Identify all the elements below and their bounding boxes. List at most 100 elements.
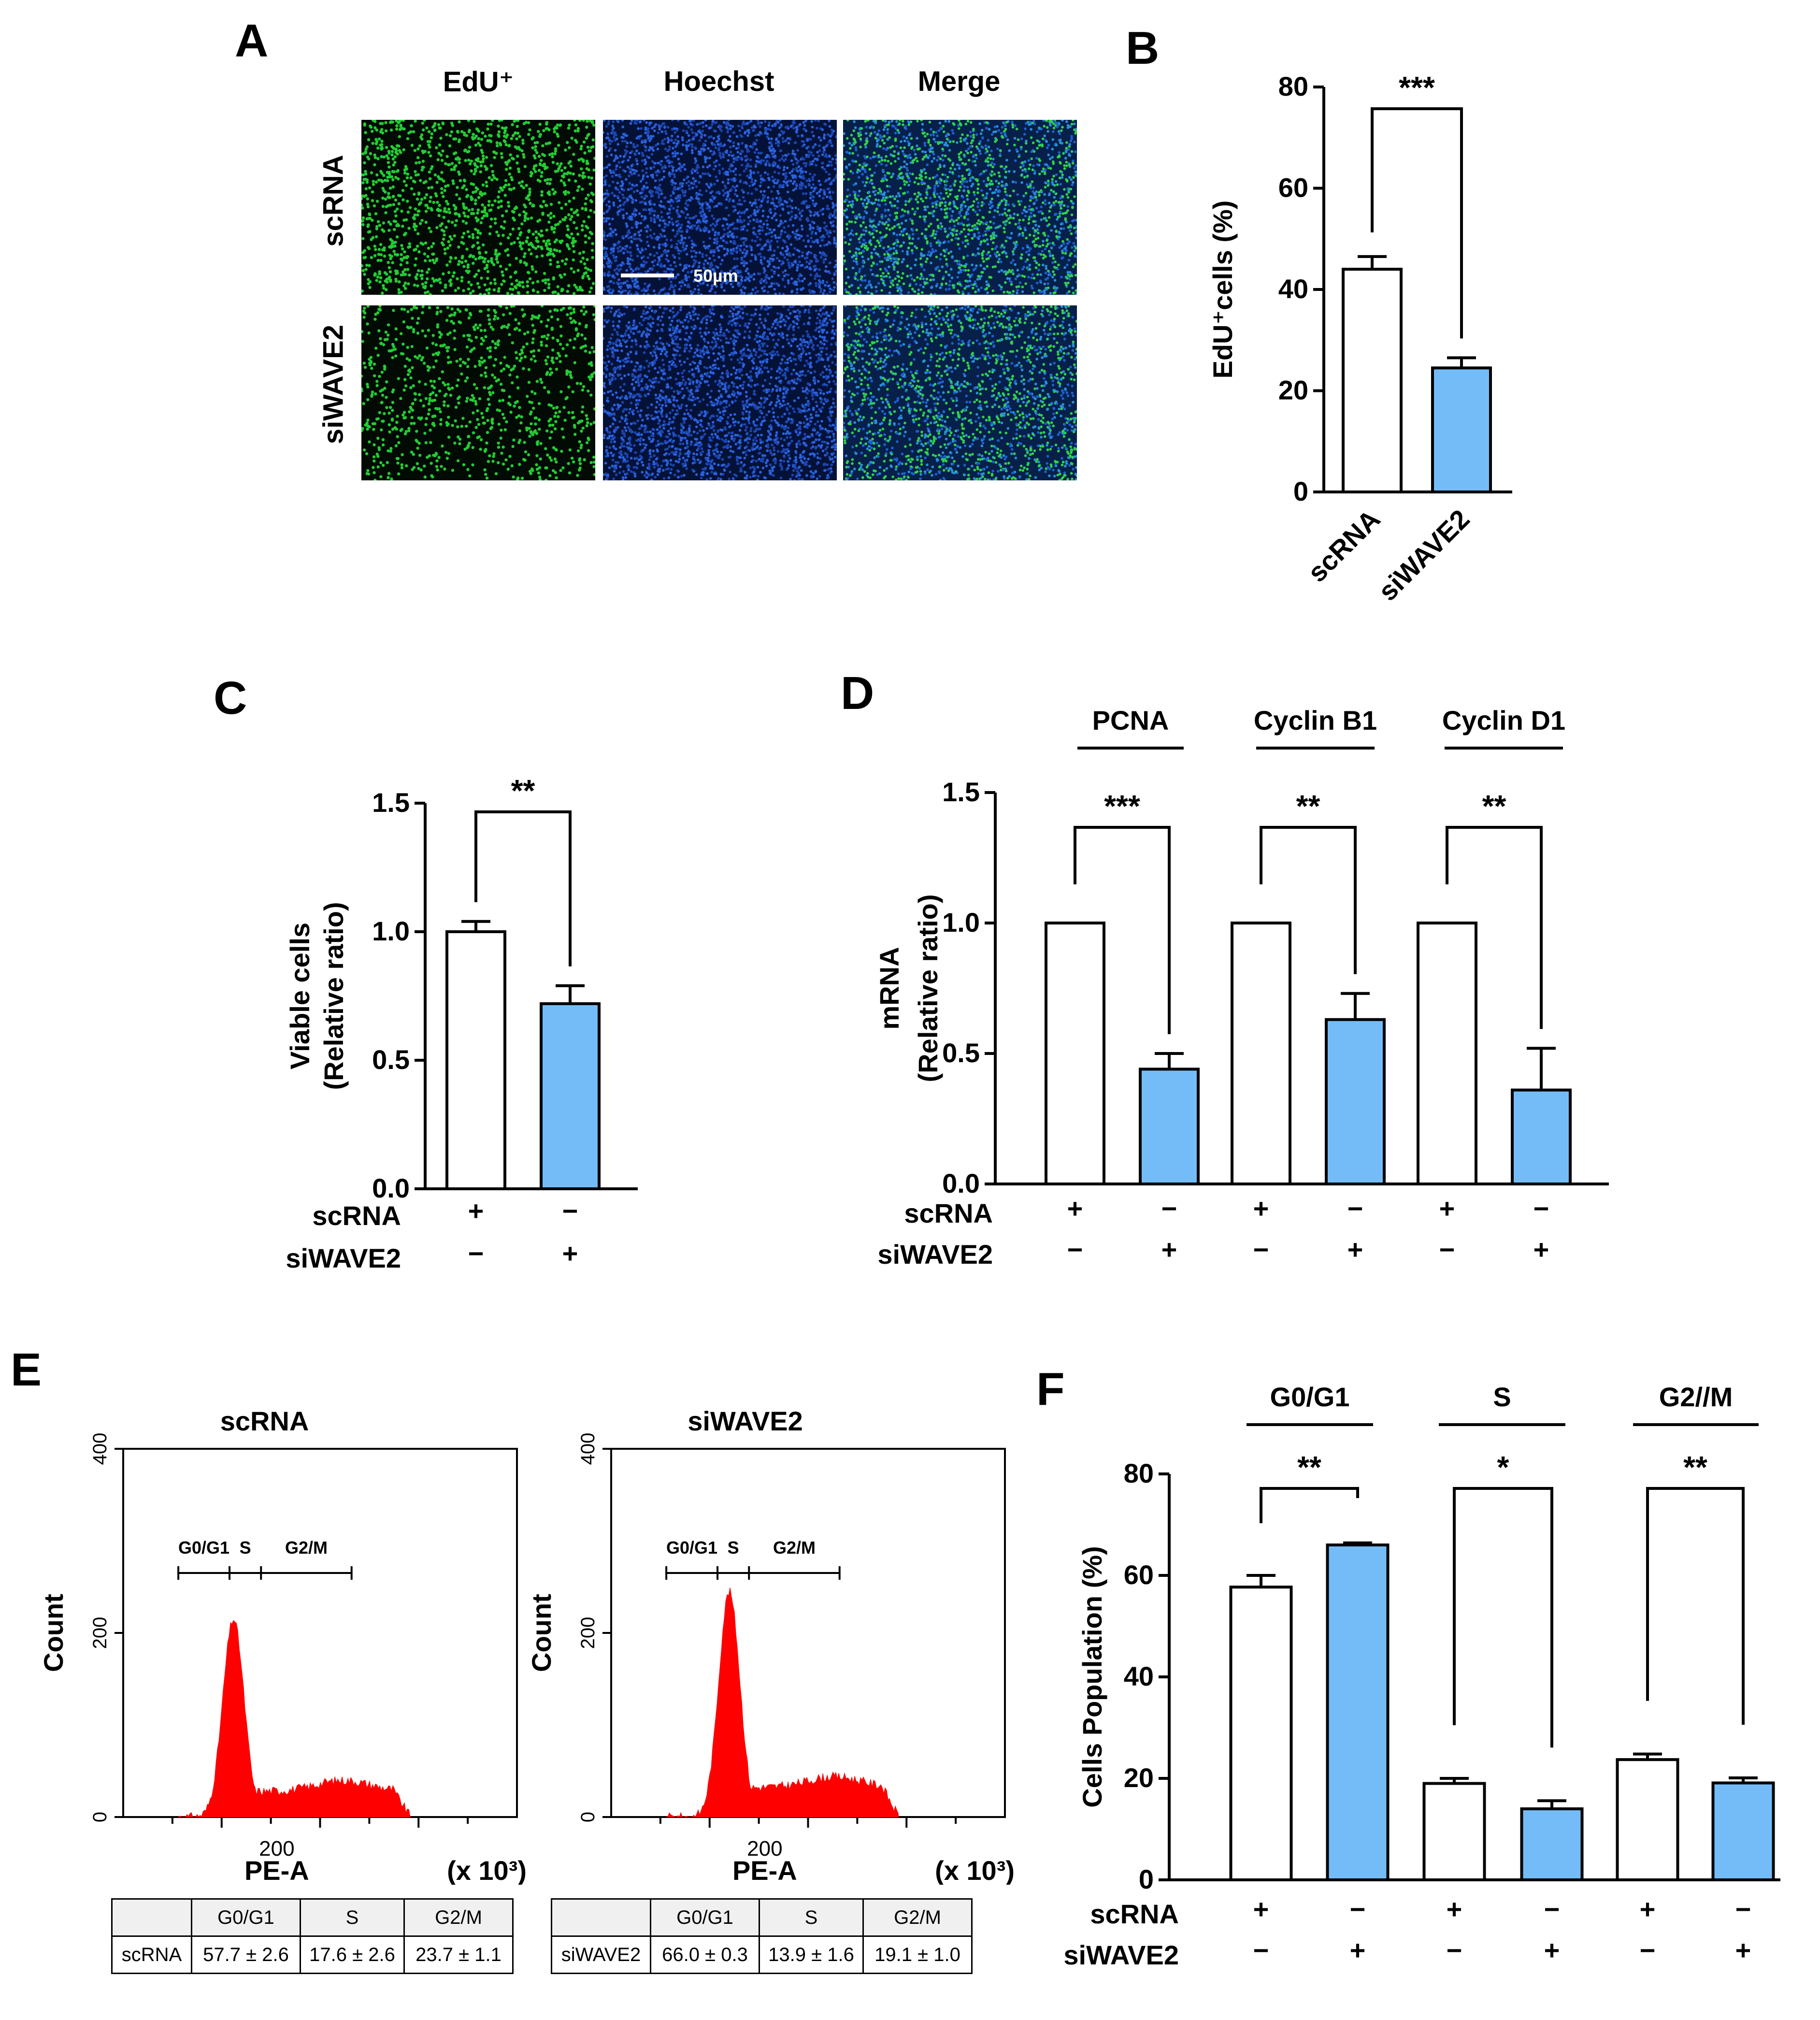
bar-siwave2 <box>1711 1781 1775 1882</box>
cell-nuclei <box>843 305 1077 480</box>
treatment-label: scRNA <box>1090 1899 1179 1929</box>
group-label: G2//M <box>1659 1382 1733 1412</box>
significance-label: ** <box>1296 789 1320 823</box>
significance-bracket <box>1074 826 1171 1034</box>
panel-letter-d: D <box>841 667 874 719</box>
x-tick-label: 200 <box>747 1837 782 1861</box>
treatment-label: siWAVE2 <box>286 1243 401 1273</box>
table-cell: S <box>300 1898 405 1937</box>
y-tick-label: 60 <box>1278 173 1308 203</box>
treatment-sign: − <box>1735 1894 1751 1924</box>
plot-frame <box>610 1448 1006 1818</box>
cell-nuclei <box>843 120 1077 295</box>
significance-label: ** <box>1297 1450 1321 1485</box>
cell-nuclei <box>603 305 837 480</box>
table-cell: 17.6 ± 2.6 <box>300 1935 405 1974</box>
x-tick-label: scRNA <box>1302 504 1386 588</box>
table-cell: 66.0 ± 0.3 <box>650 1935 760 1974</box>
scale-bar <box>621 274 674 277</box>
treatment-sign: − <box>1447 1935 1462 1965</box>
significance-label: ** <box>1482 789 1506 823</box>
panel-letter-a: A <box>235 15 269 67</box>
group-label: PCNA <box>1092 705 1169 736</box>
bar-siwave2 <box>1520 1807 1584 1881</box>
x-axis-unit: (x 10³) <box>447 1855 527 1885</box>
chart-c-viable-cells: Viable cells (Relative ratio) 0.0 0.5 1.0 1.5… <box>285 773 638 1273</box>
x-axis-unit: (x 10³) <box>935 1855 1015 1885</box>
histogram-title: siWAVE2 <box>688 1406 803 1436</box>
panel-letter-f: F <box>1036 1363 1065 1415</box>
histogram-area <box>177 1620 411 1818</box>
micro-scrna-merge <box>843 120 1077 295</box>
table-cell: siWAVE2 <box>551 1935 651 1974</box>
significance-label: * <box>1497 1450 1509 1485</box>
significance-label: *** <box>1104 789 1140 823</box>
micro-siwave2-hoechst-image <box>603 305 837 480</box>
row-header-siwave2: siWAVE2 <box>317 324 349 445</box>
significance-bracket <box>1371 107 1463 339</box>
y-tick-label: 1.5 <box>942 777 980 807</box>
table-cell: 19.1 ± 1.0 <box>862 1935 973 1974</box>
treatment-sign: + <box>1533 1234 1549 1265</box>
significance-bracket <box>1446 826 1543 1029</box>
table-e-scrna: G0/G1 S G2/M scRNA 57.7 ± 2.6 17.6 ± 2.6… <box>111 1898 514 1974</box>
bar-scrna <box>1422 1782 1486 1881</box>
column-header-edu: EdU⁺ <box>443 66 514 98</box>
y-tick-label: 1.0 <box>942 907 980 938</box>
table-cell: 57.7 ± 2.6 <box>191 1935 301 1974</box>
panel-letter-b: B <box>1126 22 1160 74</box>
table-cell: G2/M <box>862 1898 973 1937</box>
significance-label: *** <box>1399 70 1435 105</box>
micro-siwave2-merge <box>843 305 1077 480</box>
y-tick-label: 40 <box>1278 274 1308 304</box>
y-tick-label: 0.5 <box>942 1038 980 1068</box>
gate-label: G2/M <box>285 1538 328 1558</box>
micro-siwave2-edu <box>361 305 595 480</box>
micro-siwave2-edu-image <box>361 305 595 480</box>
significance-bracket <box>1260 826 1357 974</box>
treatment-sign: − <box>1067 1234 1083 1265</box>
cell-nuclei <box>361 120 595 295</box>
table-cell: scRNA <box>111 1935 192 1974</box>
treatment-sign: + <box>1735 1935 1751 1965</box>
bar-scrna <box>1231 922 1291 1185</box>
table-cell: G0/G1 <box>191 1898 301 1937</box>
y-tick-label: 200 <box>577 1617 599 1649</box>
treatment-sign: − <box>1350 1894 1366 1924</box>
group-label: Cyclin D1 <box>1442 705 1565 736</box>
treatment-label: siWAVE2 <box>1063 1940 1179 1970</box>
scale-bar-label: 50µm <box>693 266 738 286</box>
y-tick-label: 60 <box>1124 1559 1154 1590</box>
table-header-row: G0/G1 S G2/M <box>551 1898 973 1937</box>
micro-scrna-hoechst <box>603 120 837 295</box>
chart-d-mrna: mRNA (Relative ratio) 0.0 0.5 1.0 1.5 PCNA *** C… <box>874 705 1609 1270</box>
significance-bracket <box>474 810 572 967</box>
column-header-hoechst: Hoechst <box>663 66 774 97</box>
table-e-siwave2: G0/G1 S G2/M siWAVE2 66.0 ± 0.3 13.9 ± 1… <box>551 1898 973 1974</box>
gate-label: S <box>728 1538 739 1558</box>
gate-label: G0/G1 <box>666 1538 717 1558</box>
plot-frame <box>122 1448 518 1818</box>
bar-siWAVE2 <box>540 1002 601 1191</box>
treatment-sign: + <box>1253 1894 1269 1924</box>
treatment-sign: + <box>1640 1894 1656 1924</box>
image-background <box>843 305 1077 480</box>
micro-scrna-merge-image <box>843 120 1077 295</box>
treatment-sign: + <box>1067 1193 1083 1224</box>
y-tick-label: 0.0 <box>372 1173 410 1203</box>
bar-scRNA <box>1342 268 1403 493</box>
y-axis-label: Count <box>38 1594 69 1672</box>
y-tick-label: 80 <box>1124 1458 1154 1488</box>
table-cell: G2/M <box>403 1898 514 1937</box>
treatment-sign: + <box>1544 1935 1560 1965</box>
table-cell: 23.7 ± 1.1 <box>403 1935 514 1974</box>
x-tick-label: 200 <box>259 1837 294 1861</box>
table-cell: G0/G1 <box>650 1898 760 1937</box>
y-tick-label: 0 <box>89 1812 111 1822</box>
y-axis-label: (Relative ratio) <box>913 895 943 1082</box>
histogram-title: scRNA <box>220 1406 309 1436</box>
treatment-sign: − <box>1439 1234 1455 1265</box>
y-tick-label: 400 <box>89 1433 111 1465</box>
